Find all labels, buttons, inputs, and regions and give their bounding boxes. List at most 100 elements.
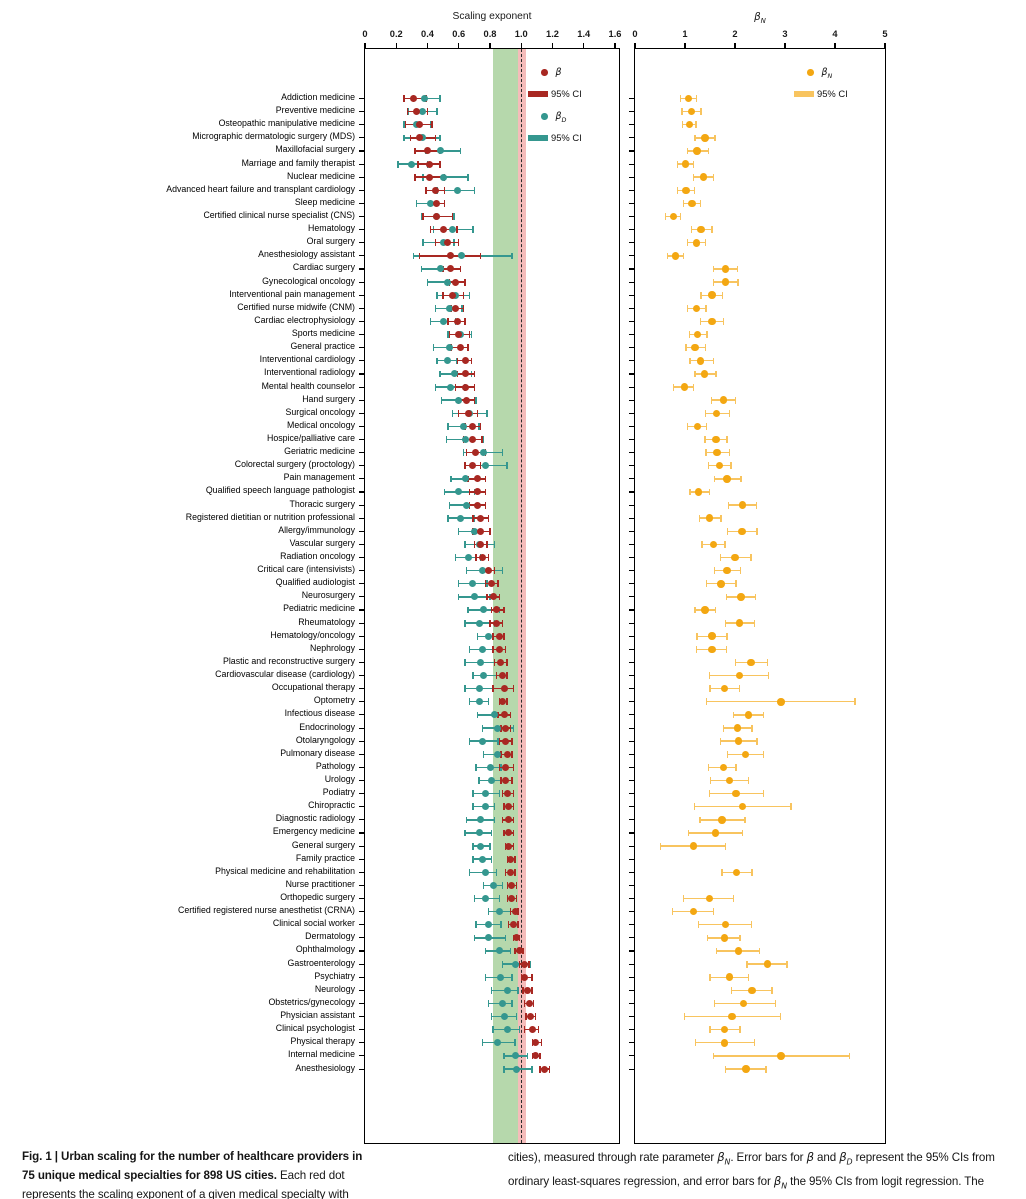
row-label: Gastroenterology [287,957,355,968]
ci-cap [486,541,488,548]
row-label: Nephrology [310,642,355,653]
beta-dot [503,790,511,798]
beta-n-dot [723,566,731,575]
beta-n-dot [705,514,714,522]
ci-cap [736,265,739,273]
beta-dot [474,501,481,509]
caption-segment: β [839,1150,847,1164]
ci-cap [848,1052,851,1060]
row-label: Physical therapy [290,1036,355,1047]
row-label: Marriage and family therapist [241,157,355,168]
beta-dot [513,934,521,942]
ci-cap [686,305,689,312]
beta-n-dot [748,986,756,995]
ci-cap [686,239,689,247]
beta-n-dot [708,317,716,326]
ci-cap [694,606,696,614]
beta-n-dot [692,304,701,313]
beta-d-dot [461,475,469,483]
ci-cap [501,960,504,968]
caption-segment: N [781,1181,787,1191]
y-axis-tick [358,596,364,598]
ci-cap [483,882,485,889]
beta-d-dot [464,554,472,562]
beta-dot [531,1039,539,1047]
x-axis-tick-label: 1.0 [514,29,528,39]
ci-cap [439,160,441,168]
y-axis-tick [358,163,364,165]
ci-cap [409,134,412,142]
y-axis-tick [358,570,364,572]
row-label: Maxillofacial surgery [275,144,355,155]
beta-n-dot [691,343,699,352]
ci-cap [713,1000,716,1007]
ci-cap [487,554,490,562]
ci-cap [451,213,454,221]
y-axis-tick [358,399,364,401]
caption-segment: the 95% CIs from logit regression. The d… [790,1175,984,1189]
ci-cap [465,449,468,457]
beta-dot [474,475,481,483]
ci-cap [539,1065,541,1073]
ci-cap [448,331,451,339]
y-axis-tick [358,740,364,742]
ci-cap [484,475,486,483]
beta-n-dot [709,540,718,549]
ci-cap [512,724,515,732]
beta-d-dot [513,1065,521,1073]
row-label: Neurology [314,983,355,994]
ci-cap [738,685,741,693]
ci-cap [515,882,518,889]
beta-dot [500,685,508,693]
y-axis-tick [358,661,364,664]
ci-cap [475,764,477,771]
ci-cap [458,528,460,535]
ci-cap [725,593,728,601]
beta-dot [500,711,508,719]
beta-d-dot [478,567,486,575]
y-axis-tick [358,150,364,152]
beta-dot [502,763,510,771]
beta-dot [502,737,510,745]
x-axis-tick-label: 3 [782,29,788,39]
ci-cap [476,711,479,719]
ci-cap [500,921,502,929]
beta-dot [511,908,519,916]
beta-n-dot [719,396,728,404]
ci-cap [469,646,471,653]
beta-n-dot [721,278,730,286]
beta-dot [524,986,531,994]
y-axis-tick [358,779,364,782]
caption-left-column: Fig. 1 | Urban scaling for the number of… [22,1148,374,1199]
ci-cap [694,370,696,378]
ci-cap [468,331,471,339]
caption-segment: and [813,1151,840,1164]
y-axis-tick [358,229,364,231]
ci-cap [676,160,679,168]
beta-d-dot [481,803,489,811]
ci-cap [508,921,510,929]
ci-cap [426,278,429,286]
row-label: Plastic and reconstructive surgery [222,655,355,666]
beta-d-dot [481,868,489,876]
beta-n-dot [732,789,740,798]
x-axis-tick [551,42,554,48]
row-label: Critical care (intensivists) [257,564,355,575]
ci-cap [431,121,433,129]
beta-dot [425,160,433,168]
x-axis-tick [583,42,585,48]
beta-d-dot [444,278,452,286]
ci-cap [522,987,524,994]
ci-cap [539,1052,541,1060]
y-axis-tick [628,373,634,375]
y-axis-tick [628,268,634,270]
ci-cap [696,632,698,640]
x-axis-tick-label: 1.2 [546,29,559,39]
ci-cap [493,803,496,811]
row-label: Orthopedic surgery [280,892,355,902]
y-axis-tick [628,596,634,598]
ci-cap [534,1013,536,1021]
y-axis-tick [358,1029,364,1031]
beta-d-dot [480,606,488,614]
ci-cap [420,213,422,221]
